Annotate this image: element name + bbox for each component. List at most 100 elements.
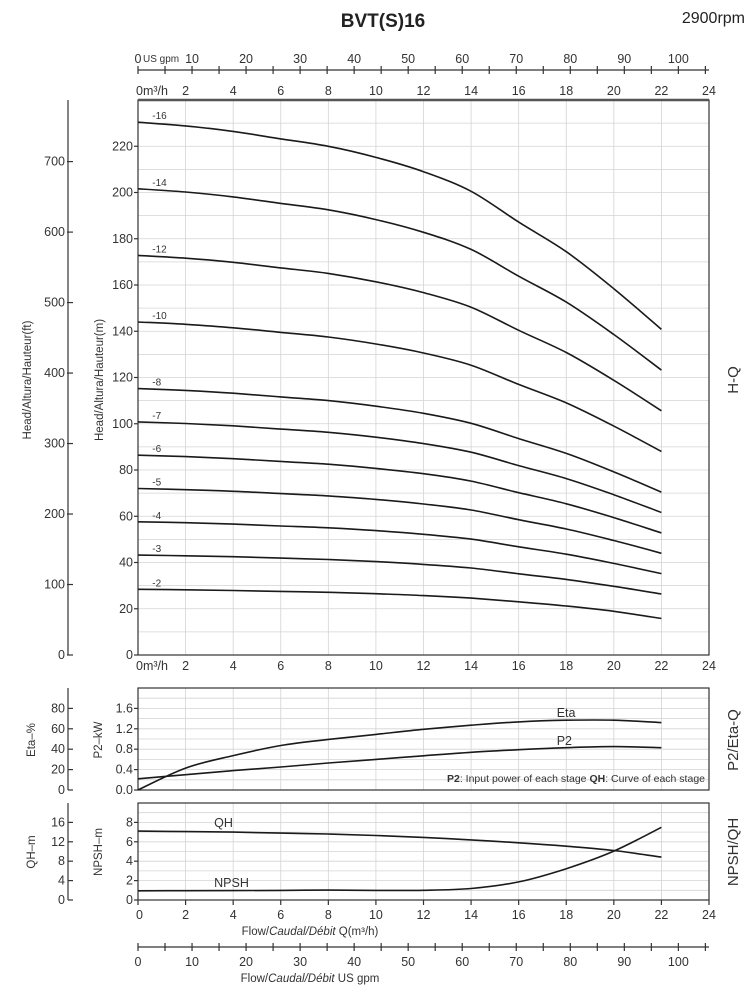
x-tick-label-gpm: 70 — [509, 955, 523, 969]
x-tick-label-m3h: 4 — [230, 659, 237, 673]
y-tick-label: 4 — [126, 854, 133, 868]
x-title-suffix: US gpm — [335, 973, 380, 985]
x-tick-label-m3h: 10 — [369, 908, 383, 922]
x-title-italic: Caudal/Débit — [268, 973, 335, 985]
x-tick-label-m3h: 24 — [702, 84, 716, 98]
x-tick-label-gpm: 0 — [135, 52, 142, 66]
y-tick-label-ft: 0 — [58, 648, 65, 662]
axes — [67, 66, 710, 951]
y-tick-label: 200 — [112, 186, 133, 200]
y-axis-title-eta: Eta–% — [26, 723, 38, 757]
x-tick-label-m3h: 18 — [559, 659, 573, 673]
y-tick-label: 180 — [112, 232, 133, 246]
y-tick-label-secondary: 16 — [51, 815, 65, 829]
x-tick-label-gpm: 70 — [509, 52, 523, 66]
y-tick-label: 0.8 — [116, 742, 133, 756]
x-tick-label-m3h: 6 — [277, 908, 284, 922]
hq-curve-label: -6 — [152, 444, 161, 455]
chart-title: BVT(S)16 — [341, 11, 425, 32]
y-tick-label-ft: 600 — [44, 225, 65, 239]
x-tick-label-gpm: 10 — [185, 52, 199, 66]
hq-curve-4 — [137, 521, 662, 575]
y-tick-label-ft: 200 — [44, 507, 65, 521]
y-tick-label-secondary: 40 — [51, 742, 65, 756]
x-tick-label-m3h: 20 — [607, 908, 621, 922]
x-tick-label-m3h: 10 — [369, 659, 383, 673]
series-label-npsh: NPSH — [214, 876, 249, 890]
x-title-prefix: Flow/ — [241, 973, 269, 985]
x-tick-label-m3h: 12 — [417, 84, 431, 98]
x-tick-label-m3h: 8 — [325, 908, 332, 922]
x-tick-label-m3h: 12 — [417, 908, 431, 922]
y-tick-label-ft: 700 — [44, 155, 65, 169]
hq-curve-label: -16 — [152, 111, 167, 122]
y-tick-label: 20 — [119, 602, 133, 616]
y-tick-label-secondary: 4 — [58, 874, 65, 888]
speed-label: 2900rpm — [682, 10, 745, 27]
hq-curve-label: -12 — [152, 244, 167, 255]
x-tick-label-m3h: 2 — [182, 84, 189, 98]
hq-curve-label: -7 — [152, 411, 161, 422]
note-p2-key: P2 — [447, 773, 460, 785]
series-label-p2: P2 — [557, 734, 572, 748]
x-tick-label-m3h: 2 — [182, 659, 189, 673]
x-tick-label-gpm: 60 — [455, 955, 469, 969]
y-tick-label-secondary: 12 — [51, 835, 65, 849]
y-tick-label: 0.0 — [116, 783, 133, 797]
x-tick-label-m3h: 24 — [702, 659, 716, 673]
side-label-npshqh: NPSH/QH — [725, 818, 742, 886]
y-tick-label-ft: 100 — [44, 578, 65, 592]
series-label-qh: QH — [214, 816, 233, 830]
legend-note: P2: Input power of each stage QH: Curve … — [447, 773, 705, 785]
x-tick-label-m3h: 10 — [369, 84, 383, 98]
y-tick-label: 2 — [126, 874, 133, 888]
x-tick-label-gpm: 80 — [563, 52, 577, 66]
x-tick-label-gpm: 90 — [617, 52, 631, 66]
side-label-hq: H-Q — [725, 366, 742, 394]
x-tick-label-m3h: 18 — [559, 908, 573, 922]
x-tick-label-gpm: 30 — [293, 955, 307, 969]
x-tick-label-m3h: 4 — [230, 908, 237, 922]
x-tick-label-m3h: 14 — [464, 908, 478, 922]
hq-curve-label: -4 — [152, 511, 161, 522]
x-tick-label-gpm: 100 — [668, 52, 689, 66]
x-tick-label-m3h: 16 — [512, 84, 526, 98]
y-tick-label-secondary: 0 — [58, 783, 65, 797]
x-title-italic: Caudal/Débit — [269, 926, 336, 938]
note-p2-text: : Input power of each stage — [460, 773, 590, 785]
x-tick-label-m3h: 8 — [325, 84, 332, 98]
x-tick-label-gpm: 20 — [239, 52, 253, 66]
y-tick-label: 0 — [126, 893, 133, 907]
x-tick-label-m3h: 0m³/h — [136, 659, 168, 673]
hq-curve-16 — [137, 121, 662, 331]
y-tick-label-ft: 500 — [44, 296, 65, 310]
y-tick-label: 120 — [112, 371, 133, 385]
x-tick-label-m3h: 20 — [607, 659, 621, 673]
x-tick-label-m3h: 8 — [325, 659, 332, 673]
curve-npsh — [137, 826, 662, 892]
y-tick-label: 6 — [126, 835, 133, 849]
x-title-suffix: Q(m³/h) — [336, 926, 379, 938]
hq-curve-6 — [137, 454, 662, 534]
plot-frame — [137, 687, 710, 791]
y-tick-label-ft: 400 — [44, 366, 65, 380]
hq-curve-2 — [137, 588, 662, 620]
y-axis-title-m: Head/Altura/Hauteur(m) — [94, 319, 106, 441]
y-tick-label: 140 — [112, 324, 133, 338]
x-tick-label-gpm: 50 — [401, 955, 415, 969]
x-tick-label-m3h: 20 — [607, 84, 621, 98]
x-axis-title-m3h: Flow/Caudal/Débit Q(m³/h) — [242, 926, 379, 938]
y-tick-label: 80 — [119, 463, 133, 477]
y-axis-title-p2: P2–kW — [93, 721, 105, 758]
x-tick-label-gpm: 100 — [668, 955, 689, 969]
y-tick-label-secondary: 0 — [58, 893, 65, 907]
curve-eta — [137, 719, 662, 791]
y-tick-label-secondary: 60 — [51, 722, 65, 736]
x-tick-label-m3h: 0m³/h — [136, 84, 168, 98]
hq-curve-3 — [137, 554, 662, 595]
x-tick-label-m3h: 18 — [559, 84, 573, 98]
x-tick-label-m3h: 14 — [464, 659, 478, 673]
hq-curve-8 — [137, 387, 662, 493]
x-tick-label-m3h: 22 — [654, 659, 668, 673]
